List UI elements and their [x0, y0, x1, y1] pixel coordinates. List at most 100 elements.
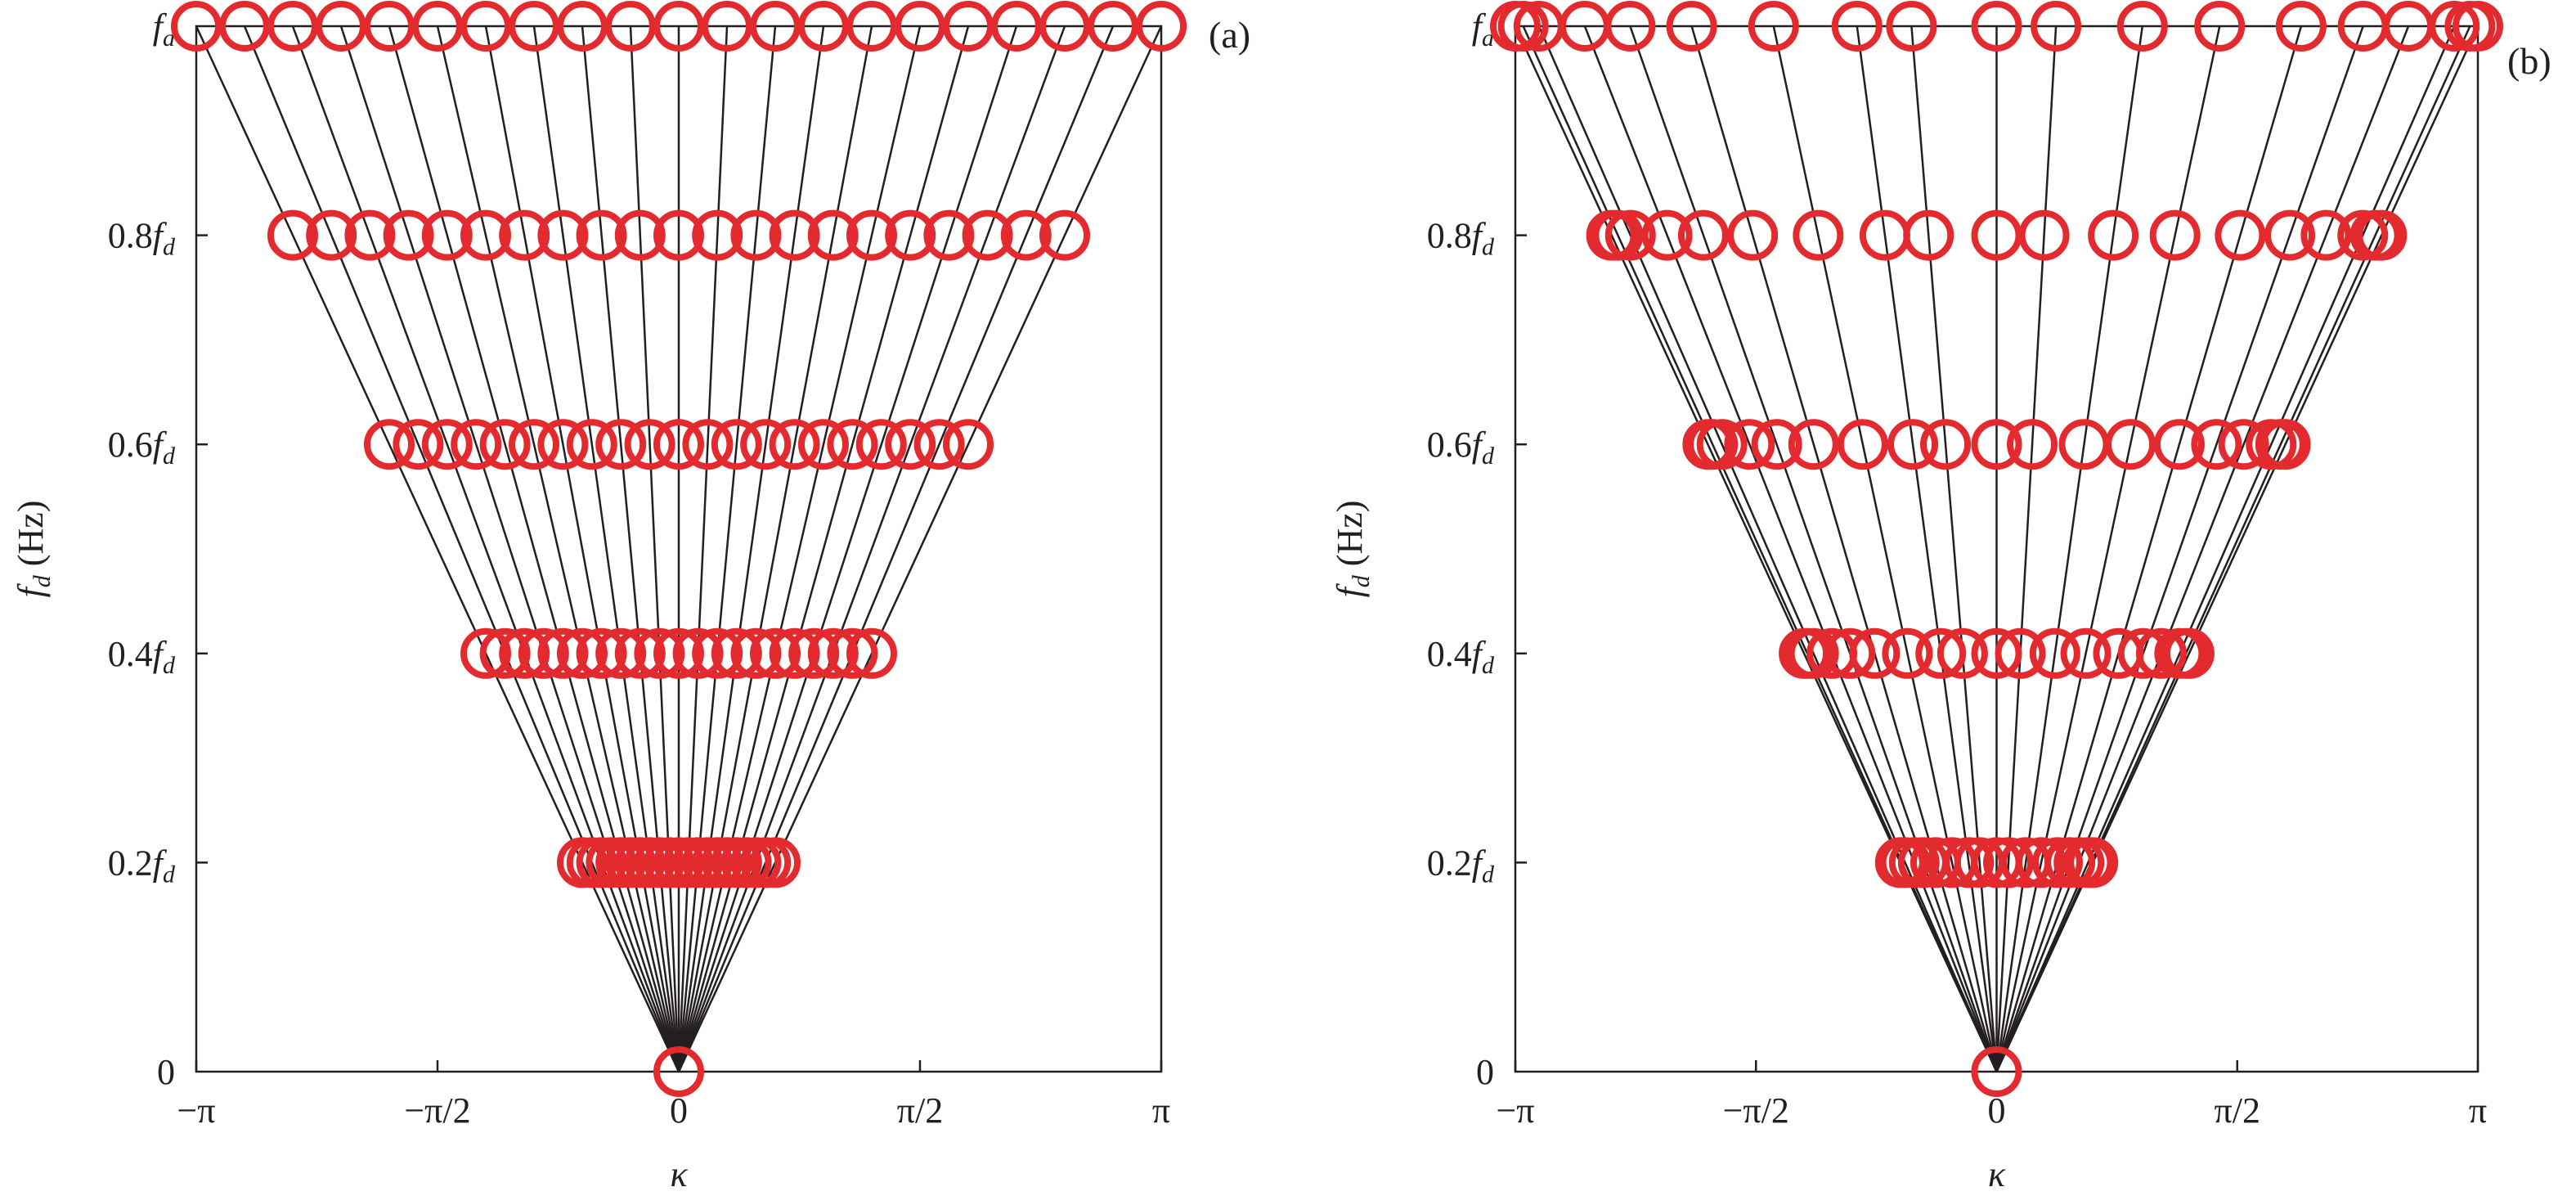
data-point	[604, 1, 656, 52]
data-point	[421, 419, 473, 470]
data-point	[692, 627, 743, 679]
data-point	[1886, 1, 1937, 52]
data-point	[316, 1, 367, 52]
data-point	[1000, 209, 1052, 261]
data-point	[2260, 419, 2311, 470]
data-point	[1039, 1, 1091, 52]
data-point	[2163, 627, 2215, 679]
data-point	[1971, 627, 2022, 679]
data-point	[1824, 627, 1876, 679]
data-point	[1497, 1, 1549, 52]
y-axis-title: fd (Hz)	[1330, 501, 1375, 598]
data-point	[1751, 419, 1802, 470]
data-point	[750, 627, 801, 679]
dispersion-line	[1522, 25, 1998, 1072]
data-point	[267, 1, 318, 52]
data-point	[1788, 419, 1839, 470]
dispersion-line	[1995, 25, 2364, 1072]
data-point	[363, 1, 415, 52]
data-point	[479, 627, 531, 679]
data-point	[943, 1, 994, 52]
data-point	[508, 419, 559, 470]
data-point	[634, 627, 685, 679]
data-point	[2429, 1, 2480, 52]
data-point	[460, 1, 512, 52]
data-point	[460, 627, 511, 679]
data-point	[1087, 1, 1138, 52]
data-point	[1849, 627, 1901, 679]
data-point	[557, 1, 608, 52]
data-point	[711, 627, 762, 679]
x-tick-label: −π	[1496, 1090, 1534, 1131]
data-point	[1604, 1, 1656, 52]
data-point	[576, 209, 627, 261]
data-point	[846, 209, 898, 261]
data-point	[769, 419, 820, 470]
data-point	[1592, 209, 1644, 261]
data-point	[219, 1, 271, 52]
data-point	[653, 209, 704, 261]
data-point	[2453, 1, 2504, 52]
data-point	[1915, 627, 1967, 679]
data-point	[566, 419, 617, 470]
dispersion-line	[677, 25, 729, 1072]
data-point	[2191, 419, 2242, 470]
data-point	[499, 209, 550, 261]
data-point	[2088, 209, 2139, 261]
x-tick-label: 0	[670, 1090, 688, 1131]
data-point	[1788, 627, 1839, 679]
dispersion-line	[677, 25, 1163, 1072]
dispersion-line	[677, 25, 825, 1072]
dispersion-line	[1772, 25, 1998, 1072]
data-point	[1696, 419, 1748, 470]
data-point	[682, 419, 734, 470]
data-point	[479, 419, 531, 470]
data-point	[1971, 419, 2022, 470]
data-point	[2149, 209, 2201, 261]
data-point	[2135, 627, 2187, 679]
data-point	[1793, 209, 1844, 261]
data-point	[885, 419, 936, 470]
data-point	[923, 209, 975, 261]
data-point	[2018, 209, 2070, 261]
data-point	[576, 627, 627, 679]
data-point	[537, 627, 589, 679]
dispersion-line	[677, 25, 922, 1072]
x-axis-title: κ	[1988, 1154, 2006, 1194]
data-point	[556, 627, 608, 679]
x-tick-label: 0	[1988, 1090, 2006, 1131]
data-point	[499, 627, 550, 679]
data-point	[2275, 1, 2327, 52]
data-point	[2337, 209, 2389, 261]
data-point	[1641, 209, 1693, 261]
data-point	[2300, 209, 2352, 261]
dispersion-line	[1995, 25, 2058, 1072]
data-point	[943, 419, 994, 470]
data-point	[895, 1, 946, 52]
dispersion-line	[1514, 25, 1998, 1072]
data-point	[788, 627, 840, 679]
dispersion-line	[1856, 25, 1998, 1072]
data-point	[2007, 419, 2058, 470]
data-point	[537, 419, 589, 470]
dispersion-line	[1910, 25, 1998, 1072]
dispersion-line	[677, 25, 1066, 1072]
dispersion-line	[195, 25, 680, 1072]
dispersion-line	[291, 25, 680, 1072]
data-point	[1666, 1, 1717, 52]
y-tick-label: 0	[1476, 1052, 1494, 1092]
x-tick-label: π/2	[2215, 1090, 2260, 1131]
y-tick-label: 0	[157, 1052, 175, 1092]
data-point	[962, 209, 1013, 261]
data-point	[1136, 1, 1187, 52]
data-point	[2067, 837, 2119, 888]
data-point	[2116, 1, 2168, 52]
data-point	[451, 419, 502, 470]
data-point	[2215, 209, 2266, 261]
data-point	[653, 627, 704, 679]
dispersion-line	[1629, 25, 1998, 1072]
data-point	[2029, 627, 2080, 679]
data-point	[702, 1, 753, 52]
dispersion-line	[677, 25, 777, 1072]
